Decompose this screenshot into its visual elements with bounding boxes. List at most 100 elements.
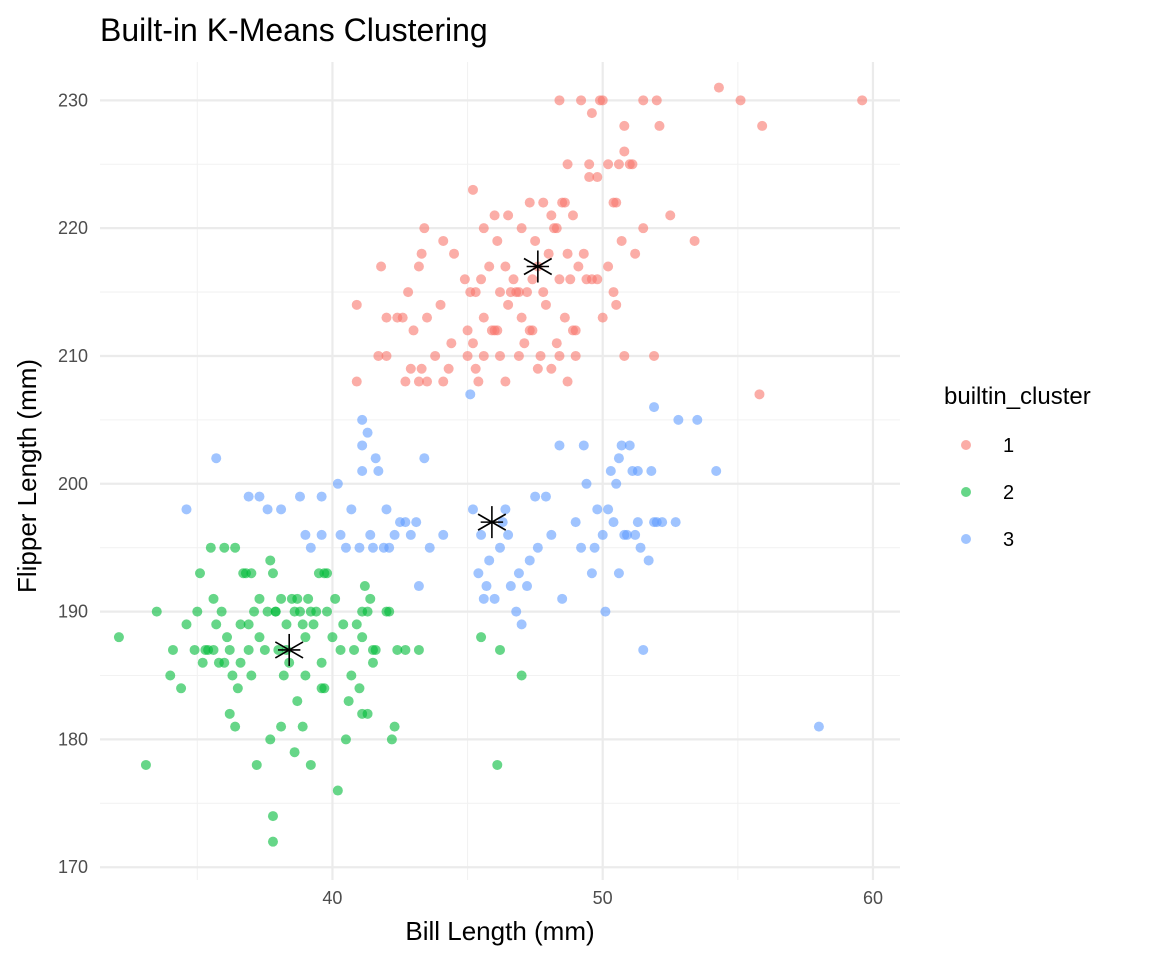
data-point	[392, 312, 403, 323]
data-point	[422, 312, 433, 323]
data-point	[562, 159, 573, 170]
data-point	[411, 517, 422, 528]
data-point	[332, 785, 343, 796]
data-point	[657, 517, 668, 528]
data-point	[473, 376, 484, 387]
data-point	[267, 568, 278, 579]
data-point	[478, 312, 489, 323]
data-point	[476, 274, 487, 285]
data-point	[211, 453, 222, 464]
legend-label: 2	[1003, 482, 1014, 504]
data-point	[619, 350, 630, 361]
data-point	[513, 350, 524, 361]
data-point	[735, 95, 746, 106]
data-point	[370, 644, 381, 655]
data-point	[559, 197, 570, 208]
legend: builtin_cluster 1 2 3	[944, 383, 1091, 551]
data-point	[438, 235, 449, 246]
data-point	[297, 721, 308, 732]
data-point	[343, 696, 354, 707]
data-point	[573, 261, 584, 272]
data-point	[603, 261, 614, 272]
data-point	[476, 529, 487, 540]
data-point	[367, 657, 378, 668]
y-tick-label: 180	[58, 729, 88, 749]
data-point	[546, 363, 557, 374]
data-point	[522, 287, 533, 298]
data-point	[370, 453, 381, 464]
data-point	[262, 504, 273, 515]
data-point	[592, 172, 603, 183]
data-point	[335, 529, 346, 540]
data-point	[651, 95, 662, 106]
data-point	[576, 542, 587, 553]
legend-label: 1	[1003, 435, 1014, 457]
data-point	[713, 82, 724, 93]
data-point	[357, 606, 368, 617]
data-point	[551, 338, 562, 349]
data-point	[630, 529, 641, 540]
data-point	[492, 235, 503, 246]
data-point	[513, 287, 524, 298]
data-point	[478, 350, 489, 361]
data-point	[243, 619, 254, 630]
data-point	[476, 632, 487, 643]
data-point	[857, 95, 868, 106]
data-point	[613, 568, 624, 579]
data-point	[408, 325, 419, 336]
data-point	[224, 708, 235, 719]
data-point	[646, 466, 657, 476]
data-point	[492, 759, 503, 770]
data-point	[251, 759, 262, 770]
data-point	[254, 491, 265, 502]
y-tick-label: 170	[58, 857, 88, 877]
data-point	[578, 248, 589, 259]
data-point	[459, 274, 470, 285]
data-point	[381, 350, 392, 361]
data-point	[754, 389, 765, 400]
data-point	[413, 644, 424, 655]
data-point	[562, 376, 573, 387]
data-point	[232, 683, 243, 694]
data-point	[576, 95, 587, 106]
data-point	[619, 146, 630, 157]
data-point	[608, 517, 619, 528]
centroid-marker	[523, 250, 553, 283]
data-point	[276, 593, 287, 604]
data-point	[559, 312, 570, 323]
data-point	[578, 440, 589, 451]
data-point	[570, 350, 581, 361]
data-point	[654, 120, 665, 131]
data-point	[165, 670, 176, 681]
data-point	[611, 299, 622, 310]
data-point	[235, 657, 246, 668]
data-point	[386, 734, 397, 745]
data-point	[335, 644, 346, 655]
data-point	[522, 581, 533, 592]
data-point	[176, 683, 187, 694]
data-point	[438, 529, 449, 540]
data-point	[562, 248, 573, 259]
data-point	[481, 581, 492, 592]
data-point	[495, 542, 505, 553]
data-point	[670, 517, 681, 528]
data-point	[249, 606, 260, 617]
data-point	[381, 312, 392, 323]
data-point	[195, 568, 205, 579]
data-point	[484, 261, 495, 272]
legend-label: 3	[1003, 529, 1014, 551]
data-point	[597, 312, 608, 323]
data-point	[208, 593, 219, 604]
data-point	[516, 670, 527, 681]
data-point	[297, 619, 308, 630]
data-point	[513, 568, 524, 579]
data-point	[308, 619, 319, 630]
data-point	[567, 325, 578, 336]
data-point	[570, 517, 581, 528]
data-point	[540, 491, 551, 502]
data-point	[473, 568, 484, 579]
data-point	[532, 542, 543, 553]
data-point	[613, 159, 624, 170]
data-point	[546, 529, 557, 540]
